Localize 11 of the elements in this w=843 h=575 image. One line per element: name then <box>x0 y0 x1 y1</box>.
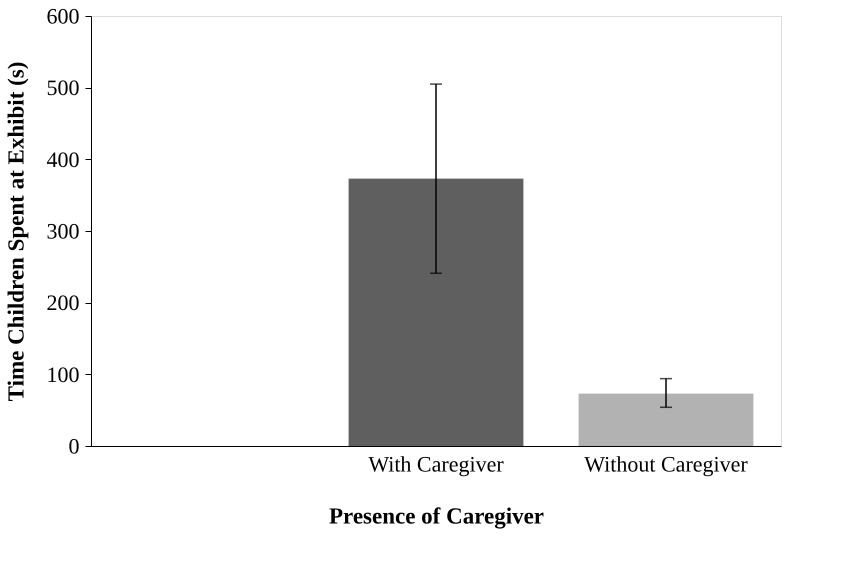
y-tick-label: 400 <box>46 146 80 172</box>
y-tick-label: 0 <box>68 434 80 458</box>
y-tick-label: 600 <box>46 4 80 28</box>
y-axis-title: Time Children Spent at Exhibit (s) <box>4 62 28 402</box>
y-tick-label: 500 <box>46 75 80 100</box>
x-tick-label: Without Caregiver <box>584 452 748 476</box>
x-axis-title: Presence of Caregiver <box>329 504 544 530</box>
x-tick-label: With Caregiver <box>368 452 504 476</box>
y-tick-label: 200 <box>46 290 80 316</box>
y-tick-label: 300 <box>46 218 80 244</box>
y-tick-label: 100 <box>46 362 80 387</box>
